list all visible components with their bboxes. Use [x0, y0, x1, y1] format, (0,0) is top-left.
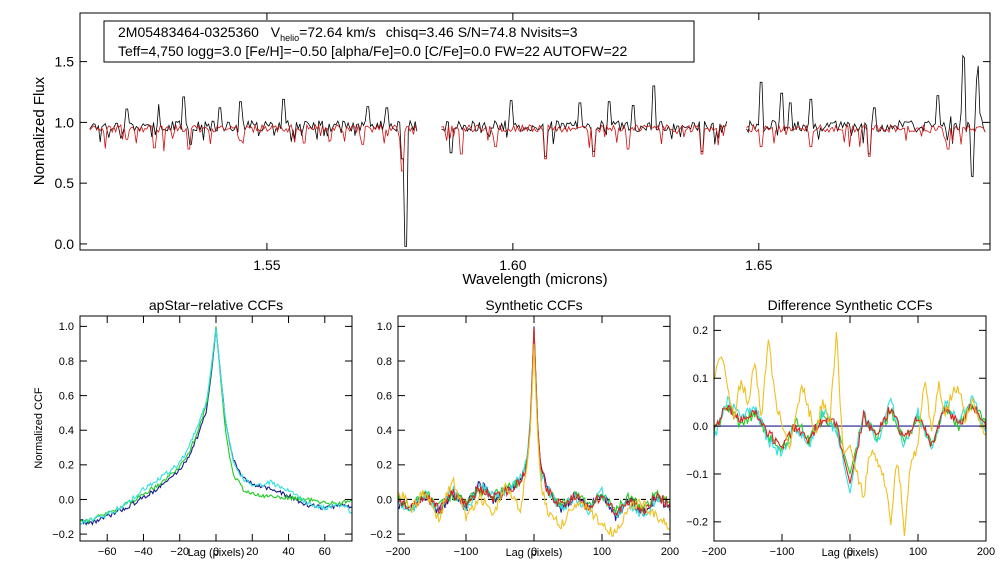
- ccf2-visit-3-line: [397, 331, 671, 518]
- annotation-frame: [103, 20, 695, 63]
- annotation-line1: 2M05483464-0325360 Vhelio=72.64 km/s chi…: [118, 24, 578, 43]
- ccf-synthetic-ticks: −200 −100 0 100 200 −0.2 0.0 0.2 0.4 0.6 0.8 1.0: [370, 316, 679, 558]
- y-tick-label: 0.2: [59, 460, 74, 472]
- ccf-apstar-title: apStar−relative CCFs: [149, 297, 283, 313]
- ccf-difference-xlabel: Lag (pixels): [822, 547, 879, 559]
- ccf-synthetic-lines: [397, 326, 671, 537]
- spectrum-lines: [89, 54, 986, 247]
- y-tick-label: 0.8: [59, 356, 74, 368]
- x-tick-label: 1.55: [253, 257, 280, 273]
- y-tick-label: 0.5: [55, 175, 75, 191]
- y-tick-label: 1.5: [55, 54, 75, 70]
- ccf3-visit-3-line: [713, 403, 987, 484]
- spectrum-plot-area: [89, 54, 986, 247]
- annotation-stats: chisq=3.46 S/N=74.8 Nvisits=3: [386, 24, 578, 40]
- spectrum-xlabel: Wavelength (microns): [462, 271, 607, 288]
- y-tick-label: 0.0: [59, 494, 74, 506]
- x-tick-label: 40: [282, 546, 294, 558]
- y-tick-label: 0.4: [377, 425, 392, 437]
- ccf-apstar-ylabel: Normalized CCF: [33, 387, 45, 469]
- annotation-line2: Teff=4,750 logg=3.0 [Fe/H]=−0.50 [alpha/…: [118, 43, 627, 59]
- ccf3-synthetic-line: [713, 331, 987, 536]
- x-tick-label: −200: [702, 546, 727, 558]
- y-tick-label: 0.0: [377, 494, 392, 506]
- x-tick-label: 0: [847, 546, 853, 558]
- y-tick-label: 0.1: [693, 373, 708, 385]
- ccf-apstar-panel: −60 −40 −20 0 20 40 60 −0.2 0.0 0.2 0.4 0.6 0.8 1.0 a…: [33, 297, 353, 559]
- y-tick-label: −0.2: [52, 529, 74, 541]
- x-tick-label: 60: [319, 546, 331, 558]
- ccf2-synthetic-line: [397, 343, 671, 537]
- x-tick-label: 1.65: [745, 257, 772, 273]
- x-tick-label: −100: [770, 546, 795, 558]
- y-tick-label: 0.0: [55, 236, 75, 252]
- ccf-difference-panel: −200 −100 0 100 200 −0.2 −0.1 0.0 0.1 0.2 Differe…: [686, 297, 995, 559]
- y-tick-label: 0.0: [693, 421, 708, 433]
- y-tick-label: 0.4: [59, 425, 74, 437]
- x-tick-label: 1.60: [499, 257, 526, 273]
- ccf-synthetic-xlabel: Lag (pixels): [506, 547, 563, 559]
- spectrum-ticks: 1.55 1.60 1.65 0.0 0.5 1.0 1.5: [55, 13, 990, 273]
- ccf-difference-ticks: −200 −100 0 100 200 −0.2 −0.1 0.0 0.1 0.2: [686, 316, 995, 558]
- y-tick-label: −0.2: [370, 529, 392, 541]
- spectrum-panel: 1.55 1.60 1.65 0.0 0.5 1.0 1.5 2M05483464-0325…: [31, 12, 991, 288]
- spectrum-ylabel: Normalized Flux: [31, 76, 48, 185]
- ccf-apstar-ticks: −60 −40 −20 0 20 40 60 −0.2 0.0 0.2 0.4 0.6 0.8 1.0: [52, 316, 352, 558]
- x-tick-label: 100: [909, 546, 927, 558]
- x-tick-label: −200: [386, 546, 411, 558]
- ccf1-visit-1-line: [79, 328, 353, 526]
- x-tick-label: 0: [213, 546, 219, 558]
- annotation-box: 2M05483464-0325360 Vhelio=72.64 km/s chi…: [103, 20, 695, 63]
- x-tick-label: 200: [977, 546, 995, 558]
- ccf-difference-frame: [713, 315, 987, 542]
- x-tick-label: −20: [170, 546, 189, 558]
- ccf-apstar-xlabel: Lag (pixels): [188, 547, 245, 559]
- annotation-vhelio-sub: helio: [280, 33, 299, 43]
- y-tick-label: 1.0: [55, 114, 75, 130]
- y-tick-label: −0.2: [686, 517, 708, 529]
- y-tick-label: 0.6: [377, 390, 392, 402]
- ccf-synthetic-panel: −200 −100 0 100 200 −0.2 0.0 0.2 0.4 0.6 0.8 1.0 Sy…: [370, 297, 679, 559]
- annotation-star-id: 2M05483464-0325360: [118, 24, 259, 40]
- spectrum-model-line: [441, 123, 727, 160]
- y-tick-label: 1.0: [377, 321, 392, 333]
- y-tick-label: 0.8: [377, 356, 392, 368]
- x-tick-label: −40: [134, 546, 153, 558]
- spectrum-observed-line: [441, 85, 728, 157]
- ccf1-visit-3-line: [79, 328, 353, 526]
- ccf-difference-title: Difference Synthetic CCFs: [768, 297, 933, 313]
- x-tick-label: 100: [593, 546, 611, 558]
- ccf-synthetic-title: Synthetic CCFs: [485, 297, 582, 313]
- y-tick-label: 0.6: [59, 390, 74, 402]
- ccf-apstar-lines: [79, 326, 353, 526]
- x-tick-label: 0: [531, 546, 537, 558]
- spectrum-model-line: [746, 123, 986, 157]
- spectrum-observed-line: [89, 96, 418, 247]
- y-tick-label: −0.1: [686, 469, 708, 481]
- annotation-vhelio-label: V: [271, 24, 281, 40]
- spectrum-model-line: [89, 123, 418, 172]
- x-tick-label: −60: [98, 546, 117, 558]
- ccf1-visit-2-line: [79, 326, 353, 524]
- x-tick-label: 20: [246, 546, 258, 558]
- y-tick-label: 0.2: [377, 460, 392, 472]
- spectrum-frame: [79, 12, 991, 251]
- x-tick-label: −100: [454, 546, 479, 558]
- annotation-vhelio-value: =72.64 km/s: [299, 24, 376, 40]
- y-tick-label: 0.2: [693, 325, 708, 337]
- spectrum-observed-line: [746, 54, 986, 178]
- y-tick-label: 1.0: [59, 321, 74, 333]
- ccf-difference-lines: [713, 331, 987, 536]
- x-tick-label: 200: [661, 546, 679, 558]
